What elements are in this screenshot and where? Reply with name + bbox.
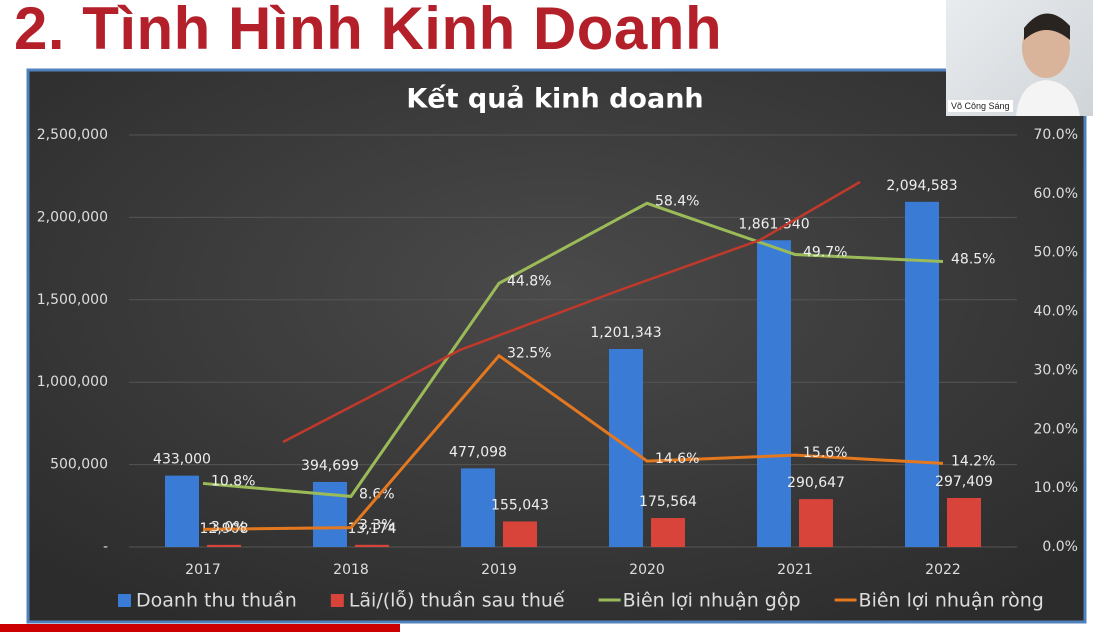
bar (355, 544, 389, 547)
bar-label: 2,094,583 (886, 178, 957, 194)
line-label: 10.8% (211, 473, 255, 489)
bar-label: 175,564 (639, 494, 697, 510)
bar-label: 155,043 (491, 497, 549, 513)
line-label: 3.0% (211, 519, 247, 535)
y2-tick-label: 30.0% (1034, 362, 1078, 378)
bar (503, 521, 537, 547)
y2-tick-label: 50.0% (1034, 245, 1078, 261)
line-label: 3.3% (359, 518, 395, 534)
x-tick-label: 2019 (481, 562, 517, 578)
y-tick-label: 2,500,000 (37, 127, 108, 143)
bar (757, 240, 791, 548)
bar (165, 475, 199, 547)
y-tick-label: 2,000,000 (37, 209, 108, 225)
bar-label: 394,699 (301, 458, 359, 474)
legend-label: Biên lợi nhuận gộp (623, 590, 801, 612)
bar-label: 290,647 (787, 475, 845, 491)
slide-title: 2. Tình Hình Kinh Doanh (14, 0, 723, 62)
line-label: 44.8% (507, 273, 551, 289)
trendline (282, 180, 861, 444)
line-label: 15.6% (803, 445, 847, 461)
bar-label: 297,409 (935, 474, 993, 490)
line-label: 32.5% (507, 346, 551, 362)
webcam-person (1016, 13, 1080, 116)
bar (651, 518, 685, 547)
line-label: 48.5% (951, 252, 995, 268)
x-tick-label: 2018 (333, 562, 369, 578)
legend-label: Lãi/(lỗ) thuần sau thuế (349, 589, 565, 612)
y-tick-label: 1,500,000 (37, 292, 108, 308)
x-tick-label: 2017 (185, 562, 221, 578)
bar-label: 433,000 (153, 452, 211, 468)
line-label: 49.7% (803, 244, 847, 260)
x-tick-label: 2021 (777, 562, 813, 578)
y-tick-label: 500,000 (50, 457, 108, 473)
line-label: 14.2% (951, 453, 995, 469)
y-tick-label: 1,000,000 (37, 374, 108, 390)
legend-label: Biên lợi nhuận ròng (859, 590, 1044, 612)
bar (905, 201, 939, 547)
y2-tick-label: 0.0% (1042, 539, 1078, 555)
line-label: 8.6% (359, 486, 395, 502)
webcam: Võ Công Sáng (946, 0, 1093, 116)
bar (461, 468, 495, 547)
progress-bar (0, 624, 400, 632)
x-tick-label: 2020 (629, 562, 665, 578)
y2-tick-label: 60.0% (1034, 186, 1078, 202)
bar (609, 349, 643, 547)
y2-tick-label: 10.0% (1034, 480, 1078, 496)
bar-label: 477,098 (449, 444, 507, 460)
line-label: 14.6% (655, 451, 699, 467)
legend-label: Doanh thu thuần (136, 590, 297, 612)
chart-title: Kết quả kinh doanh (406, 84, 703, 115)
bar-label: 1,201,343 (590, 325, 661, 341)
bar (207, 544, 241, 547)
y2-tick-label: 70.0% (1034, 127, 1078, 143)
line-label: 58.4% (655, 193, 699, 209)
legend-swatch (118, 594, 131, 607)
line (202, 353, 944, 531)
x-tick-label: 2022 (925, 562, 961, 578)
bar (799, 499, 833, 547)
bar (313, 481, 347, 547)
bar-label: 13,174 (348, 521, 397, 537)
bar (947, 497, 981, 547)
line (202, 201, 944, 498)
y-tick-label: - (103, 539, 108, 555)
y2-tick-label: 40.0% (1034, 304, 1078, 320)
legend-swatch (330, 594, 344, 607)
presenter-name: Võ Công Sáng (948, 100, 1013, 112)
y2-tick-label: 20.0% (1034, 421, 1078, 437)
